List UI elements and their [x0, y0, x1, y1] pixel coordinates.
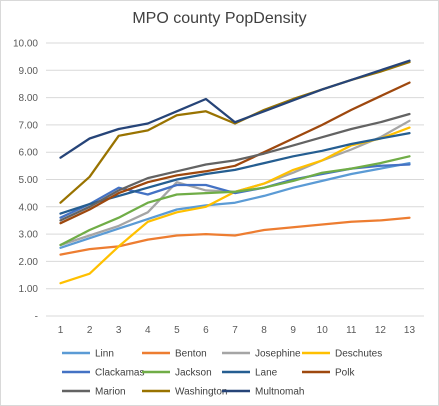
series-line-polk [59, 81, 411, 225]
x-tick-label: 12 [375, 325, 387, 336]
x-tick-label: 2 [87, 325, 93, 336]
x-tick-label: 10 [317, 325, 329, 336]
series-line-multnomah [59, 59, 411, 159]
series-line-josephine [59, 119, 411, 247]
series-line-marion [59, 112, 411, 222]
y-tick-label: 10.00 [13, 39, 38, 50]
x-tick-label: 3 [116, 325, 122, 336]
y-tick-label: 5.00 [19, 175, 39, 186]
y-tick-label: 9.00 [19, 66, 39, 77]
chart-title: MPO county PopDensity [132, 10, 307, 27]
y-tick-label: - [35, 312, 38, 323]
legend-label: Josephine [255, 349, 301, 360]
x-tick-label: 9 [290, 325, 296, 336]
x-tick-label: 5 [174, 325, 180, 336]
series-line-jackson [59, 155, 411, 247]
series-line-benton [59, 216, 411, 256]
legend-label: Deschutes [335, 349, 382, 360]
y-tick-label: 1.00 [19, 284, 39, 295]
legend: Linn Benton Josephine Deschutes Clackamas Jac… [62, 349, 382, 398]
x-tick-label: 4 [145, 325, 151, 336]
x-tick-label: 13 [404, 325, 416, 336]
x-tick-label: 1 [58, 325, 64, 336]
y-tick-label: 3.00 [19, 230, 39, 241]
y-tick-label: 6.00 [19, 148, 39, 159]
legend-label: Washington [175, 387, 227, 398]
series-line-washington [59, 60, 411, 204]
x-tick-label: 6 [203, 325, 209, 336]
series-line-lane [59, 131, 411, 215]
x-tick-label: 11 [346, 325, 357, 336]
legend-label: Polk [335, 368, 355, 379]
x-tick-label: 8 [261, 325, 267, 336]
series-line-linn [59, 161, 411, 249]
y-tick-label: 7.00 [19, 120, 39, 131]
y-tick-label: 4.00 [19, 202, 39, 213]
series-lines [59, 59, 411, 285]
y-tick-label: 8.00 [19, 93, 39, 104]
y-tick-label: 2.00 [19, 257, 39, 268]
legend-label: Jackson [175, 368, 212, 379]
legend-label: Benton [175, 349, 207, 360]
legend-label: Marion [95, 387, 126, 398]
legend-label: Linn [95, 349, 114, 360]
legend-label: Multnomah [255, 387, 304, 398]
x-axis-ticks: 1 2 3 4 5 6 7 8 9 10 11 12 13 [58, 325, 416, 336]
y-axis-ticks: - 1.00 2.00 3.00 4.00 5.00 6.00 7.00 8.00 9.00 10.… [13, 39, 38, 323]
gridlines [46, 42, 424, 317]
legend-label: Lane [255, 368, 278, 379]
x-tick-label: 7 [232, 325, 238, 336]
series-line-deschutes [59, 126, 411, 285]
legend-label: Clackamas [95, 368, 144, 379]
